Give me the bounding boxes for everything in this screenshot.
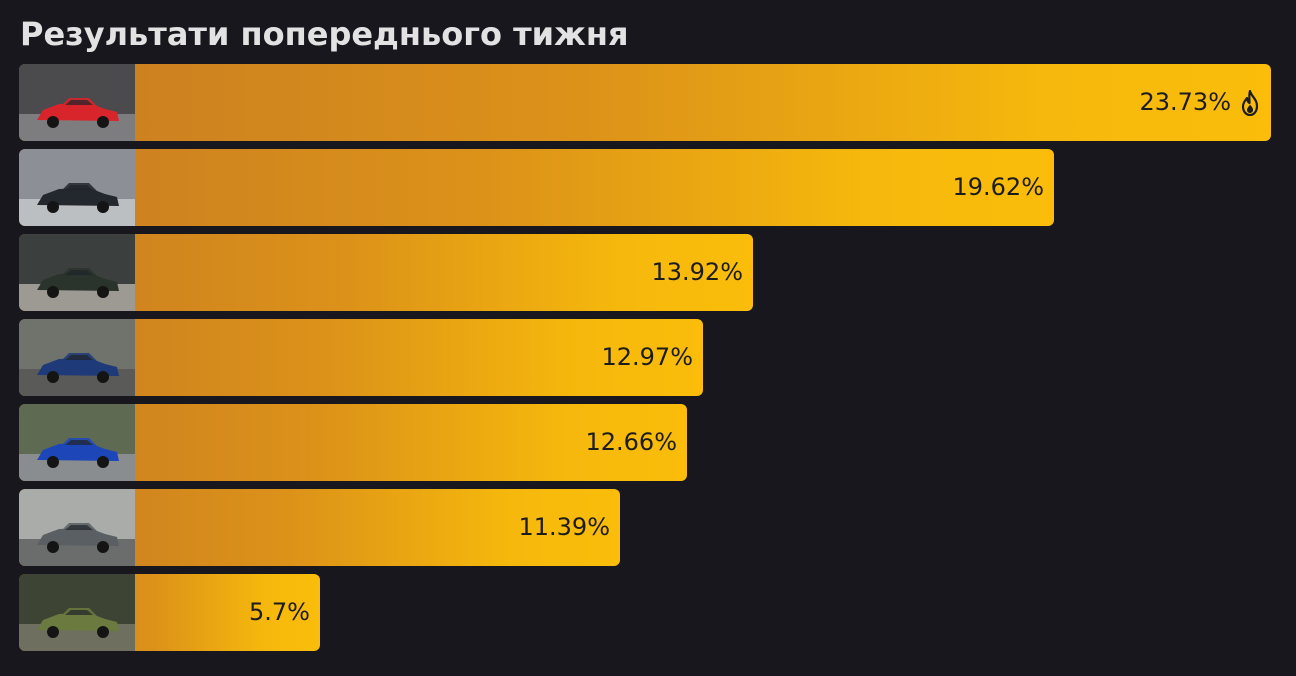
percentage-text: 12.97% — [601, 343, 693, 371]
value-label: 19.62% — [952, 149, 1044, 226]
percentage-text: 5.7% — [249, 598, 310, 626]
result-row[interactable]: 12.66% — [19, 404, 1271, 481]
percentage-text: 13.92% — [651, 258, 743, 286]
result-row[interactable]: 19.62% — [19, 149, 1271, 226]
result-row[interactable]: 11.39% — [19, 489, 1271, 566]
result-bar: 11.39% — [19, 489, 620, 566]
result-bar: 12.97% — [19, 319, 703, 396]
percentage-text: 11.39% — [518, 513, 610, 541]
olive-classic-car-photo — [19, 574, 135, 651]
value-label: 12.66% — [585, 404, 677, 481]
blue-rally-car-photo — [19, 404, 135, 481]
result-bar: 19.62% — [19, 149, 1054, 226]
flame-icon — [1241, 89, 1259, 116]
value-label: 23.73% — [1139, 64, 1261, 141]
value-label: 5.7% — [249, 574, 310, 651]
red-sports-car-photo — [19, 64, 135, 141]
result-row[interactable]: 12.97% — [19, 319, 1271, 396]
percentage-text: 19.62% — [952, 173, 1044, 201]
percentage-text: 12.66% — [585, 428, 677, 456]
grey-sedan-photo — [19, 489, 135, 566]
value-label: 12.97% — [601, 319, 693, 396]
value-label: 13.92% — [651, 234, 743, 311]
car-thumbnail — [19, 489, 135, 566]
dark-green-hatchback-photo — [19, 234, 135, 311]
value-label: 11.39% — [518, 489, 610, 566]
result-bar: 23.73% — [19, 64, 1271, 141]
result-bar: 13.92% — [19, 234, 753, 311]
car-thumbnail — [19, 319, 135, 396]
percentage-text: 23.73% — [1139, 88, 1231, 116]
black-muscle-car-photo — [19, 149, 135, 226]
result-row[interactable]: 5.7% — [19, 574, 1271, 651]
result-bar: 12.66% — [19, 404, 687, 481]
chart-title: Результати попереднього тижня — [20, 15, 629, 53]
results-list: 23.73% 19.62% 13.92% 12.97% 12.66% 11.39% 5.7% — [19, 64, 1271, 659]
result-row[interactable]: 23.73% — [19, 64, 1271, 141]
car-thumbnail — [19, 234, 135, 311]
car-thumbnail — [19, 64, 135, 141]
car-thumbnail — [19, 404, 135, 481]
result-bar: 5.7% — [19, 574, 320, 651]
car-thumbnail — [19, 149, 135, 226]
result-row[interactable]: 13.92% — [19, 234, 1271, 311]
blue-sedan-photo — [19, 319, 135, 396]
car-thumbnail — [19, 574, 135, 651]
